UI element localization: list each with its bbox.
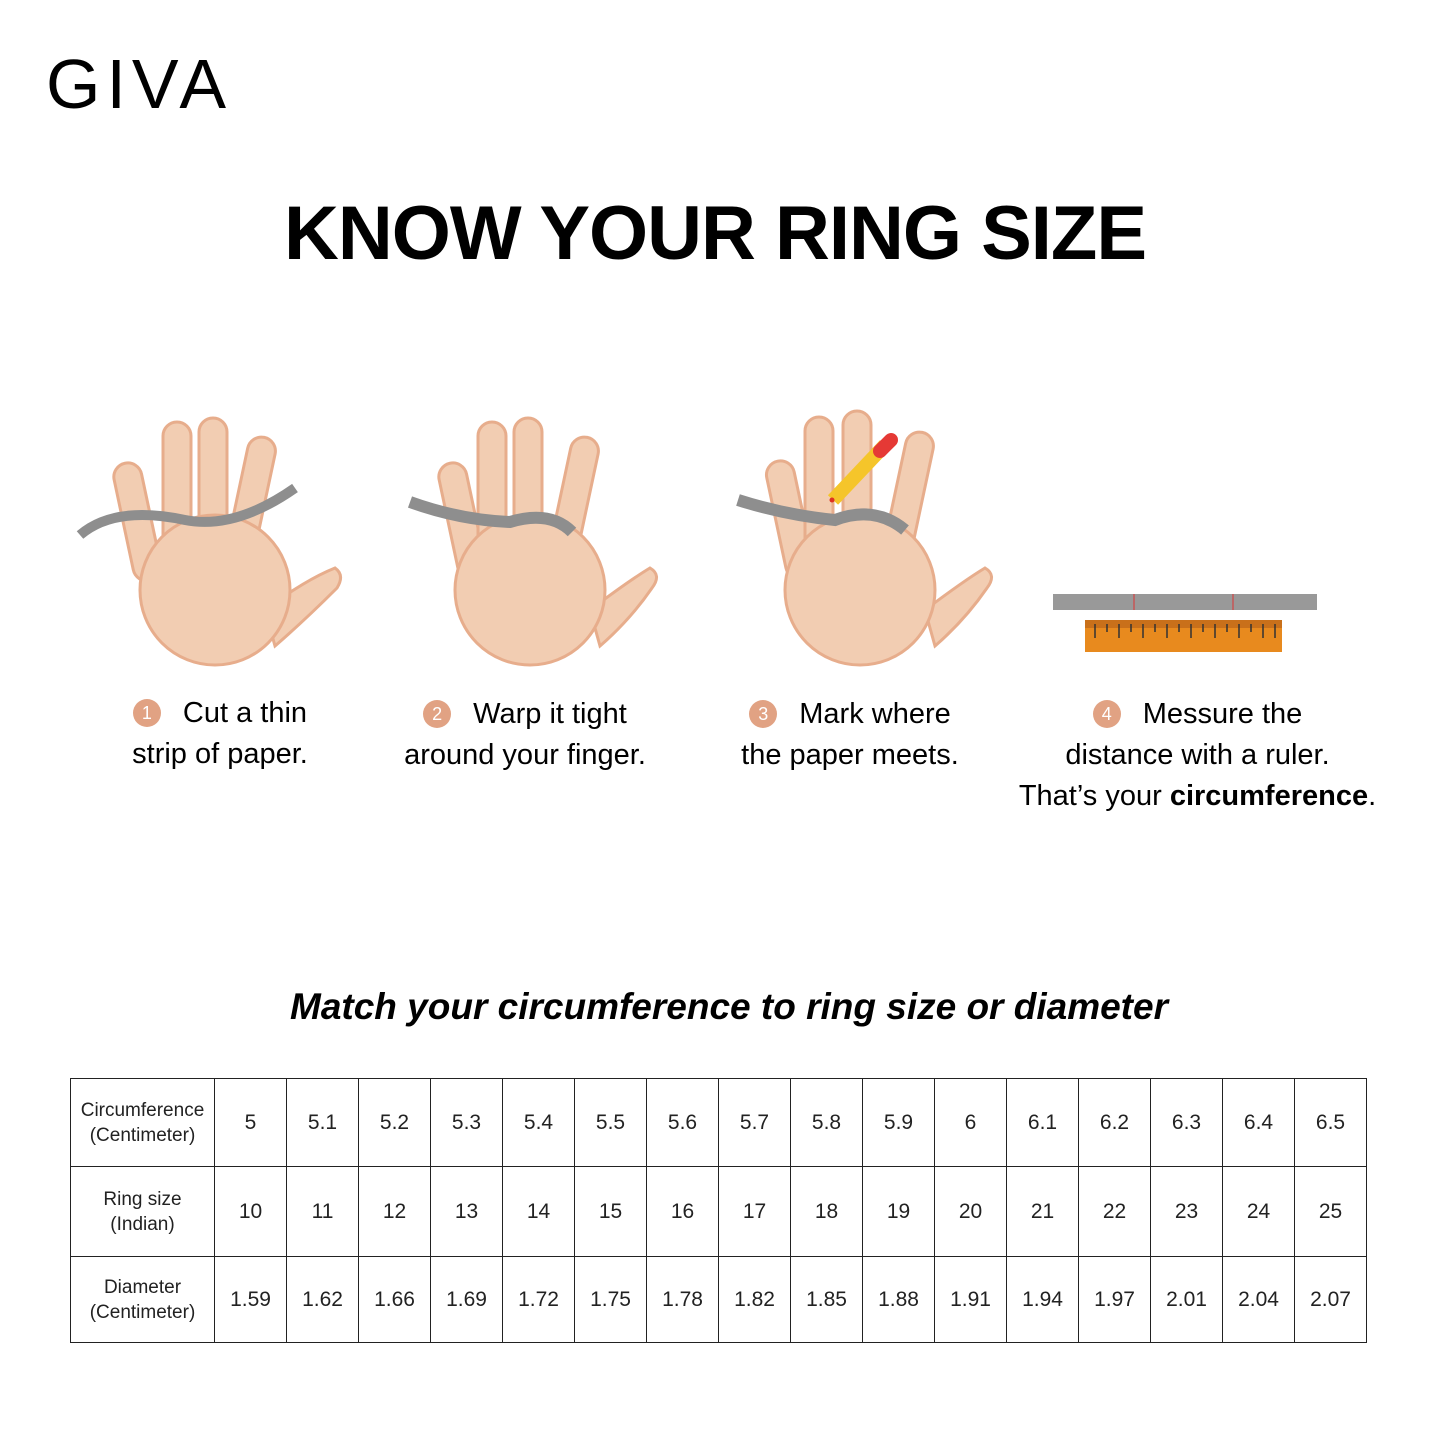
step-1: 1 Cut a thin strip of paper.	[80, 693, 360, 775]
table-cell: 2.07	[1294, 1256, 1367, 1343]
row-header-unit: (Indian)	[110, 1213, 175, 1235]
table-cell: 5.6	[646, 1078, 719, 1167]
page-title: KNOW YOUR RING SIZE	[283, 191, 1147, 276]
table-cell: 5.5	[574, 1078, 647, 1167]
table-row: Diameter (Centimeter) 1.59 1.62 1.66 1.69 1.72…	[70, 1256, 1367, 1343]
table-cell: 1.72	[502, 1256, 575, 1343]
table-row: Ring size (Indian) 10 11 12 13 14 15 16 17 18 19 20 2…	[70, 1166, 1367, 1257]
row-header-label: Circumference	[80, 1099, 205, 1121]
table-cell: 19	[862, 1166, 935, 1257]
row-header: Diameter (Centimeter)	[70, 1256, 215, 1343]
step-text-prefix: That’s your	[1018, 780, 1170, 812]
step-number-badge: 4	[1092, 700, 1121, 728]
row-header: Circumference (Centimeter)	[70, 1078, 215, 1167]
table-cell: 1.85	[790, 1256, 863, 1343]
step-text: Messure the	[1142, 698, 1303, 730]
table-cell: 13	[430, 1166, 503, 1257]
table-cell: 6.4	[1222, 1078, 1295, 1167]
hand-wrapped-finger-icon	[407, 416, 658, 667]
step-number-badge: 3	[749, 700, 778, 728]
step-text: distance with a ruler.	[1065, 739, 1330, 771]
table-cell: 6.2	[1078, 1078, 1151, 1167]
table-cell: 1.62	[286, 1256, 359, 1343]
table-cell: 5.9	[862, 1078, 935, 1167]
step-text: around your finger.	[404, 739, 646, 771]
table-cell: 23	[1150, 1166, 1223, 1257]
table-cell: 5	[214, 1078, 287, 1167]
step-text-suffix: .	[1368, 780, 1377, 812]
row-header-unit: (Centimeter)	[89, 1301, 196, 1323]
row-header-label: Diameter	[103, 1276, 182, 1298]
table-cell: 5.1	[286, 1078, 359, 1167]
table-cell: 12	[358, 1166, 431, 1257]
table-cell: 1.82	[718, 1256, 791, 1343]
step-number-badge: 1	[132, 699, 161, 727]
table-cell: 15	[574, 1166, 647, 1257]
step-4: 4 Messure the distance with a ruler. That…	[990, 694, 1405, 817]
table-cell: 20	[934, 1166, 1007, 1257]
row-header: Ring size (Indian)	[70, 1166, 215, 1257]
step-3: 3 Mark where the paper meets.	[705, 694, 995, 776]
table-cell: 16	[646, 1166, 719, 1257]
table-cell: 21	[1006, 1166, 1079, 1257]
hand-with-pencil-icon	[736, 409, 993, 667]
step-text: Cut a thin	[182, 697, 308, 729]
row-header-unit: (Centimeter)	[89, 1124, 196, 1146]
table-cell: 5.7	[718, 1078, 791, 1167]
table-cell: 1.75	[574, 1256, 647, 1343]
hand-with-paper-strip-icon	[76, 416, 342, 667]
table-cell: 10	[214, 1166, 287, 1257]
table-cell: 18	[790, 1166, 863, 1257]
table-cell: 1.78	[646, 1256, 719, 1343]
ruler-icon	[1053, 594, 1317, 652]
table-cell: 6	[934, 1078, 1007, 1167]
row-header-label: Ring size	[103, 1188, 182, 1210]
table-row: Circumference (Centimeter) 5 5.1 5.2 5.3 5.4 5.…	[70, 1078, 1367, 1167]
step-text: Mark where	[799, 698, 951, 730]
table-cell: 25	[1294, 1166, 1367, 1257]
table-cell: 24	[1222, 1166, 1295, 1257]
table-cell: 5.8	[790, 1078, 863, 1167]
table-cell: 5.4	[502, 1078, 575, 1167]
table-cell: 1.66	[358, 1256, 431, 1343]
table-cell: 2.04	[1222, 1256, 1295, 1343]
giva-logo: GIVA	[46, 45, 233, 123]
table-cell: 1.97	[1078, 1256, 1151, 1343]
table-cell: 22	[1078, 1166, 1151, 1257]
table-cell: 1.91	[934, 1256, 1007, 1343]
table-cell: 1.94	[1006, 1256, 1079, 1343]
ring-size-table: Circumference (Centimeter) 5 5.1 5.2 5.3 5.4 5.…	[70, 1078, 1367, 1343]
step-text: That’s your circumference.	[990, 776, 1405, 817]
table-cell: 5.3	[430, 1078, 503, 1167]
step-text-bold: circumference	[1169, 780, 1369, 812]
step-text: strip of paper.	[132, 738, 308, 770]
table-subtitle: Match your circumference to ring size or…	[290, 986, 1168, 1027]
table-cell: 2.01	[1150, 1256, 1223, 1343]
table-cell: 1.69	[430, 1256, 503, 1343]
step-text: Warp it tight	[473, 698, 627, 730]
table-cell: 5.2	[358, 1078, 431, 1167]
table-cell: 6.5	[1294, 1078, 1367, 1167]
step-text: the paper meets.	[741, 739, 959, 771]
table-cell: 6.3	[1150, 1078, 1223, 1167]
step-2: 2 Warp it tight around your finger.	[375, 694, 675, 776]
table-cell: 6.1	[1006, 1078, 1079, 1167]
step-number-badge: 2	[423, 700, 452, 728]
table-cell: 11	[286, 1166, 359, 1257]
table-cell: 1.88	[862, 1256, 935, 1343]
table-cell: 1.59	[214, 1256, 287, 1343]
table-cell: 17	[718, 1166, 791, 1257]
table-cell: 14	[502, 1166, 575, 1257]
